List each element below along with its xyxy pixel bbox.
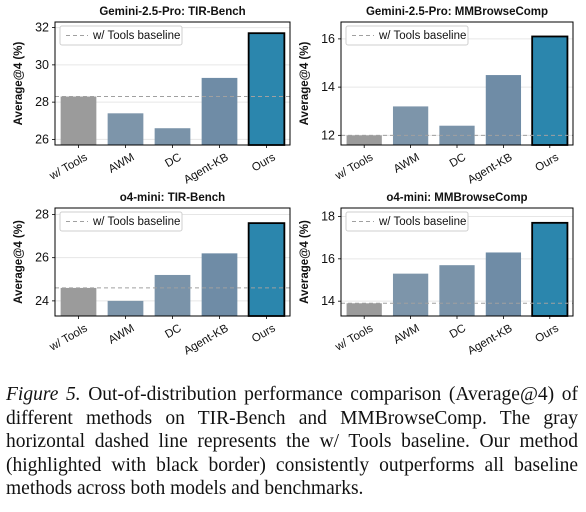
y-axis-label: Average@4 (%) xyxy=(299,42,311,126)
x-tick-label: DC xyxy=(163,322,183,341)
x-tick-label: w/ Tools xyxy=(333,322,376,354)
bar-agent-kb xyxy=(485,75,522,145)
bar-awm xyxy=(392,106,429,145)
y-axis-label: Average@4 (%) xyxy=(13,42,25,126)
caption-text: Out-of-distribution performance comparis… xyxy=(6,384,579,499)
legend-box xyxy=(59,211,183,232)
legend-box xyxy=(345,211,469,232)
bar-ours xyxy=(247,222,286,317)
x-tick-label: w/ Tools xyxy=(47,151,90,183)
bar-agent-kb xyxy=(201,77,238,145)
legend-label: w/ Tools baseline xyxy=(378,216,466,228)
y-tick-label: 12 xyxy=(321,128,335,142)
y-tick-label: 26 xyxy=(35,132,49,146)
y-tick-label: 16 xyxy=(321,32,335,46)
bar-w-tools xyxy=(60,96,97,145)
legend-box xyxy=(345,25,469,46)
bar-dc xyxy=(154,128,191,145)
plot-frame xyxy=(340,207,574,317)
bar-w-tools xyxy=(60,287,97,316)
y-tick-label: 14 xyxy=(321,80,335,94)
x-tick-label: Ours xyxy=(533,322,561,345)
y-tick-label: 26 xyxy=(35,251,49,265)
bar-w-tools xyxy=(346,303,382,316)
plot-frame xyxy=(54,21,291,146)
x-tick-label: AWM xyxy=(392,151,422,175)
x-tick-label: Agent-KB xyxy=(182,151,231,186)
chart-title: Gemini-2.5-Pro: TIR-Bench xyxy=(99,6,245,18)
caption-label: Figure 5. xyxy=(6,384,81,405)
y-tick-label: 24 xyxy=(35,294,49,308)
x-tick-label: DC xyxy=(448,322,468,341)
x-tick-label: DC xyxy=(448,151,468,170)
y-axis-label: Average@4 (%) xyxy=(299,220,311,304)
x-tick-label: w/ Tools xyxy=(333,151,376,183)
bar-agent-kb xyxy=(485,252,522,316)
bar-awm xyxy=(107,300,144,316)
legend-label: w/ Tools baseline xyxy=(92,216,180,228)
plot-frame xyxy=(340,21,574,146)
figure-caption: Figure 5. Out-of-distribution performanc… xyxy=(6,383,578,501)
bar-agent-kb xyxy=(201,253,238,316)
chart-title: Gemini-2.5-Pro: MMBrowseComp xyxy=(366,6,548,18)
bar-awm xyxy=(107,113,144,145)
bar-awm xyxy=(392,273,429,316)
legend-label: w/ Tools baseline xyxy=(378,30,466,42)
bar-dc xyxy=(154,274,191,316)
bar-ours xyxy=(247,32,286,146)
legend-label: w/ Tools baseline xyxy=(92,30,180,42)
y-tick-label: 28 xyxy=(35,207,49,221)
x-tick-label: AWM xyxy=(107,322,137,346)
x-tick-label: Agent-KB xyxy=(182,322,231,357)
x-tick-label: w/ Tools xyxy=(47,322,90,354)
y-tick-label: 16 xyxy=(321,252,335,266)
y-tick-label: 18 xyxy=(321,209,335,223)
y-tick-label: 30 xyxy=(35,58,49,72)
bar-w-tools xyxy=(346,135,382,145)
x-tick-label: Ours xyxy=(533,151,561,174)
plot-frame xyxy=(54,207,291,317)
bar-ours xyxy=(531,35,569,146)
y-tick-label: 14 xyxy=(321,294,335,308)
chart-title: o4-mini: TIR-Bench xyxy=(120,192,225,204)
chart-title: o4-mini: MMBrowseComp xyxy=(386,192,527,204)
legend-box xyxy=(59,25,183,46)
x-tick-label: Ours xyxy=(250,322,278,345)
x-tick-label: DC xyxy=(163,151,183,170)
x-tick-label: Agent-KB xyxy=(466,151,515,186)
y-tick-label: 32 xyxy=(35,21,49,35)
bar-ours xyxy=(531,221,569,317)
bar-dc xyxy=(439,265,475,316)
y-tick-label: 28 xyxy=(35,95,49,109)
y-axis-label: Average@4 (%) xyxy=(13,220,25,304)
x-tick-label: Agent-KB xyxy=(466,322,515,357)
x-tick-label: AWM xyxy=(392,322,422,346)
x-tick-label: AWM xyxy=(107,151,137,175)
x-tick-label: Ours xyxy=(250,151,278,174)
